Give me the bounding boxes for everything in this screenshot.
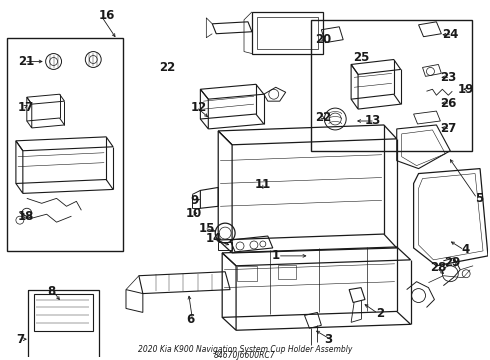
Bar xyxy=(28,289,99,360)
Bar xyxy=(218,242,232,250)
Text: 12: 12 xyxy=(191,100,207,114)
Bar xyxy=(278,265,295,279)
Text: 14: 14 xyxy=(205,231,221,244)
Text: 10: 10 xyxy=(186,207,202,220)
Text: 2020 Kia K900 Navigation System Cup Holder Assembly: 2020 Kia K900 Navigation System Cup Hold… xyxy=(138,345,352,354)
Text: 84670J6600RC7: 84670J6600RC7 xyxy=(214,351,276,360)
Text: 17: 17 xyxy=(18,100,34,114)
Text: 13: 13 xyxy=(365,114,381,127)
Text: 29: 29 xyxy=(444,256,460,269)
Bar xyxy=(7,38,123,251)
Text: 28: 28 xyxy=(430,261,447,274)
Text: 11: 11 xyxy=(255,178,271,191)
Text: 27: 27 xyxy=(440,122,456,135)
Text: 3: 3 xyxy=(324,333,333,346)
Text: 8: 8 xyxy=(48,285,56,298)
Bar xyxy=(312,20,472,151)
Text: 5: 5 xyxy=(475,192,483,205)
Text: 16: 16 xyxy=(99,9,115,22)
Text: 4: 4 xyxy=(462,243,470,256)
Text: 15: 15 xyxy=(198,222,215,235)
Bar xyxy=(34,293,93,331)
Text: 22: 22 xyxy=(316,111,332,123)
Text: 18: 18 xyxy=(18,210,34,223)
Bar xyxy=(237,266,257,281)
Text: 24: 24 xyxy=(442,28,458,41)
Text: 26: 26 xyxy=(440,96,456,110)
Text: 9: 9 xyxy=(191,194,199,207)
Text: 19: 19 xyxy=(458,83,474,96)
Text: 23: 23 xyxy=(440,71,456,84)
Text: 1: 1 xyxy=(272,249,280,262)
Text: 21: 21 xyxy=(18,55,34,68)
Bar xyxy=(252,12,323,54)
Text: 20: 20 xyxy=(316,33,332,46)
Text: 6: 6 xyxy=(187,313,195,326)
Text: 22: 22 xyxy=(159,61,175,74)
Bar xyxy=(257,17,318,49)
Text: 7: 7 xyxy=(16,333,24,346)
Text: 2: 2 xyxy=(376,307,384,320)
Text: 25: 25 xyxy=(353,51,369,64)
